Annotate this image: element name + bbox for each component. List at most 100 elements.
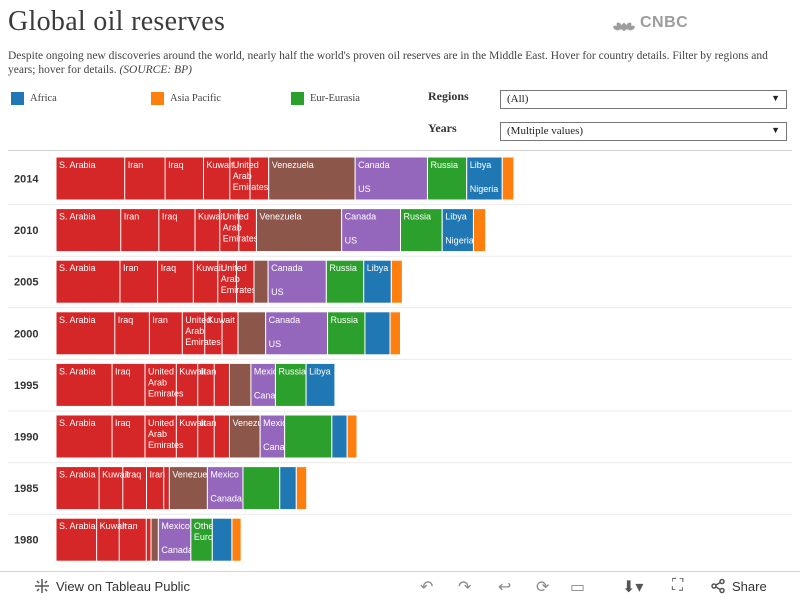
segment-africa[interactable]: Libya Nigeria	[466, 156, 503, 201]
bar-segment[interactable]	[55, 466, 170, 511]
segment-eur-eurasia[interactable]	[284, 414, 333, 459]
bar-segment[interactable]	[231, 517, 242, 562]
bar-segment[interactable]	[55, 517, 152, 562]
share-button[interactable]: Share	[710, 578, 767, 594]
view-on-tableau-link[interactable]: View on Tableau Public	[34, 578, 190, 594]
segment-eur-eurasia[interactable]: Russia	[325, 259, 365, 304]
segment-south-america[interactable]: Venezuela	[255, 208, 343, 253]
bar-segment[interactable]	[267, 259, 327, 304]
bar-segment[interactable]	[242, 466, 281, 511]
segment-north-america[interactable]: Mexico Canada	[157, 517, 193, 562]
download-icon[interactable]: ⬇▾	[622, 579, 644, 596]
years-select[interactable]: (Multiple values) ▼	[500, 122, 787, 141]
segment-north-america[interactable]: Canada US	[267, 259, 327, 304]
segment-south-america[interactable]: Venezuela	[168, 466, 214, 511]
segment-africa[interactable]	[211, 517, 233, 562]
segment-africa[interactable]: Libya Nigeria	[441, 208, 474, 253]
undo-icon[interactable]: ↶	[420, 579, 434, 596]
revert-icon[interactable]: ↩	[498, 579, 512, 596]
regions-select[interactable]: (All) ▼	[500, 90, 787, 109]
segment-north-america[interactable]: Mexico Canada	[259, 414, 295, 459]
segment-eur-eurasia[interactable]: Russia	[274, 362, 307, 407]
bar-segment[interactable]	[331, 414, 348, 459]
bar-segment[interactable]	[228, 362, 252, 407]
bar-segment[interactable]	[466, 156, 503, 201]
segment-asia-pacific[interactable]	[231, 517, 242, 562]
bar-segment[interactable]	[426, 156, 468, 201]
segment-south-america[interactable]	[253, 259, 269, 304]
segment-asia-pacific[interactable]	[346, 414, 358, 459]
bar-segment[interactable]	[400, 208, 443, 253]
segment-africa[interactable]: Libya	[363, 259, 392, 304]
redo-icon[interactable]: ↷	[458, 579, 472, 596]
bar-segment[interactable]	[55, 414, 230, 459]
bar-segment[interactable]	[390, 259, 403, 304]
segment-africa[interactable]	[331, 414, 348, 459]
bar-segment[interactable]	[168, 466, 208, 511]
bar-segment[interactable]	[279, 466, 297, 511]
bar-segment[interactable]	[259, 414, 286, 459]
segment-eur-eurasia[interactable]: Russia	[426, 156, 468, 201]
segment-africa[interactable]: Libya	[305, 362, 336, 407]
segment-north-america[interactable]: Mexico Canada	[206, 466, 244, 511]
bar-segment[interactable]	[305, 362, 336, 407]
refresh-icon[interactable]: ⟳	[536, 579, 550, 596]
bar-segment[interactable]	[389, 311, 402, 356]
bar-segment[interactable]	[284, 414, 333, 459]
segment-eur-eurasia[interactable]: Russia	[327, 311, 366, 356]
bar-segment[interactable]	[346, 414, 358, 459]
segment-africa[interactable]	[364, 311, 391, 356]
legend-item-asia-pacific[interactable]: Asia Pacific	[151, 92, 221, 105]
bar-segment[interactable]	[501, 156, 515, 201]
bar-segment[interactable]	[472, 208, 487, 253]
bar-segment[interactable]	[211, 517, 233, 562]
segment-asia-pacific[interactable]	[472, 208, 487, 253]
segment-asia-pacific[interactable]	[295, 466, 308, 511]
segment-middle-east[interactable]: S. Arabia Iran Iraq KuwaitUnitedArabEmirate…	[55, 259, 257, 304]
bar-segment[interactable]	[295, 466, 308, 511]
bar-segment[interactable]	[55, 362, 230, 407]
segment-asia-pacific[interactable]	[390, 259, 403, 304]
bar-segment[interactable]	[237, 311, 267, 356]
fullscreen-icon[interactable]: ⛶	[672, 577, 684, 594]
bar-segment[interactable]	[341, 208, 402, 253]
segment-south-america[interactable]	[237, 311, 267, 356]
segment-eur-eurasia[interactable]	[242, 466, 281, 511]
segment-asia-pacific[interactable]	[389, 311, 402, 356]
bar-segment[interactable]	[55, 311, 239, 356]
bar-segment[interactable]	[274, 362, 307, 407]
bar-segment[interactable]	[55, 259, 255, 304]
segment-south-america[interactable]	[228, 362, 252, 407]
segment-north-america[interactable]: Mexico Canada	[250, 362, 286, 407]
segment-asia-pacific[interactable]	[501, 156, 515, 201]
bar-segment[interactable]	[364, 311, 391, 356]
segment-north-america[interactable]: Canada US	[354, 156, 428, 201]
segment-south-america[interactable]	[150, 517, 159, 562]
segment-north-america[interactable]: Canada US	[341, 208, 402, 253]
bar-segment[interactable]	[363, 259, 392, 304]
bar-segment[interactable]	[250, 362, 276, 407]
pause-icon[interactable]: ▭	[570, 579, 586, 596]
legend-item-eur-eurasia[interactable]: Eur-Eurasia	[291, 92, 360, 105]
legend-item-africa[interactable]: Africa	[11, 92, 57, 105]
bar-segment[interactable]	[265, 311, 329, 356]
segment-africa[interactable]	[279, 466, 297, 511]
bar-segment[interactable]	[55, 208, 257, 253]
bar-segment[interactable]	[441, 208, 474, 253]
segment-north-america[interactable]: Canada US	[265, 311, 329, 356]
segment-south-america[interactable]: Venezuela	[268, 156, 356, 201]
segment-middle-east[interactable]: S. Arabia Iran Iraq KuwaitUnitedArabEmirate…	[55, 208, 259, 253]
segment-eur-eurasia[interactable]: Russia	[400, 208, 443, 253]
bar-segment[interactable]	[206, 466, 244, 511]
bar-segment[interactable]	[150, 517, 159, 562]
bar-segment[interactable]	[55, 156, 270, 201]
bar-segment[interactable]	[327, 311, 366, 356]
